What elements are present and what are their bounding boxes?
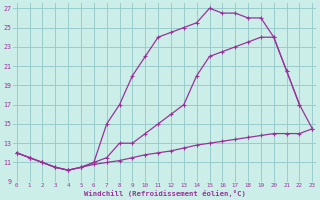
X-axis label: Windchill (Refroidissement éolien,°C): Windchill (Refroidissement éolien,°C) (84, 190, 245, 197)
